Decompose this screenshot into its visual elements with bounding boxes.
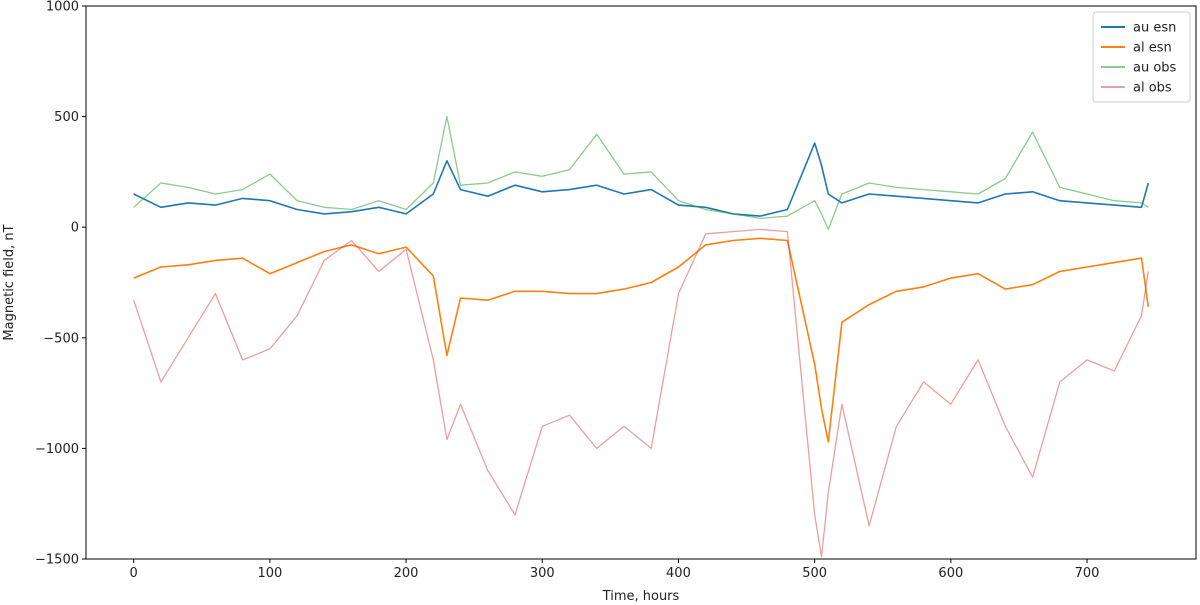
axes-frame — [85, 5, 1197, 560]
series-line-au-obs — [133, 115, 1149, 231]
x-tick-label: 100 — [257, 566, 282, 581]
x-axis-label: Time, hours — [602, 589, 680, 604]
legend-label: al esn — [1133, 41, 1172, 56]
series-layer — [133, 115, 1150, 558]
x-tick-label: 0 — [130, 566, 138, 581]
series-line-al-obs — [133, 228, 1149, 558]
y-tick-label: 0 — [71, 221, 79, 236]
legend-box — [1092, 11, 1191, 103]
legend-label: al obs — [1133, 81, 1172, 96]
y-tick-label: −500 — [43, 331, 79, 346]
y-tick-label: 500 — [54, 110, 79, 125]
x-tick-label: 400 — [666, 566, 691, 581]
x-axis: 0 100 200 300 400 500 600 700 — [130, 559, 1100, 581]
series-line-al-esn — [133, 237, 1150, 443]
x-tick-label: 600 — [938, 566, 963, 581]
x-tick-label: 500 — [802, 566, 827, 581]
series-line-au-esn — [133, 142, 1150, 217]
y-tick-label: −1000 — [35, 442, 79, 457]
y-tick-label: −1500 — [35, 553, 79, 568]
legend-label: au esn — [1133, 21, 1176, 36]
legend-label: au obs — [1133, 61, 1177, 76]
legend: au esn al esn au obs al obs — [1092, 11, 1191, 103]
y-axis-label: Magnetic field, nT — [2, 224, 17, 340]
y-tick-label: 1000 — [46, 0, 79, 15]
x-tick-label: 700 — [1075, 566, 1100, 581]
y-axis: −1500 −1000 −500 0 500 1000 — [35, 0, 86, 568]
x-tick-label: 300 — [530, 566, 555, 581]
x-tick-label: 200 — [394, 566, 419, 581]
